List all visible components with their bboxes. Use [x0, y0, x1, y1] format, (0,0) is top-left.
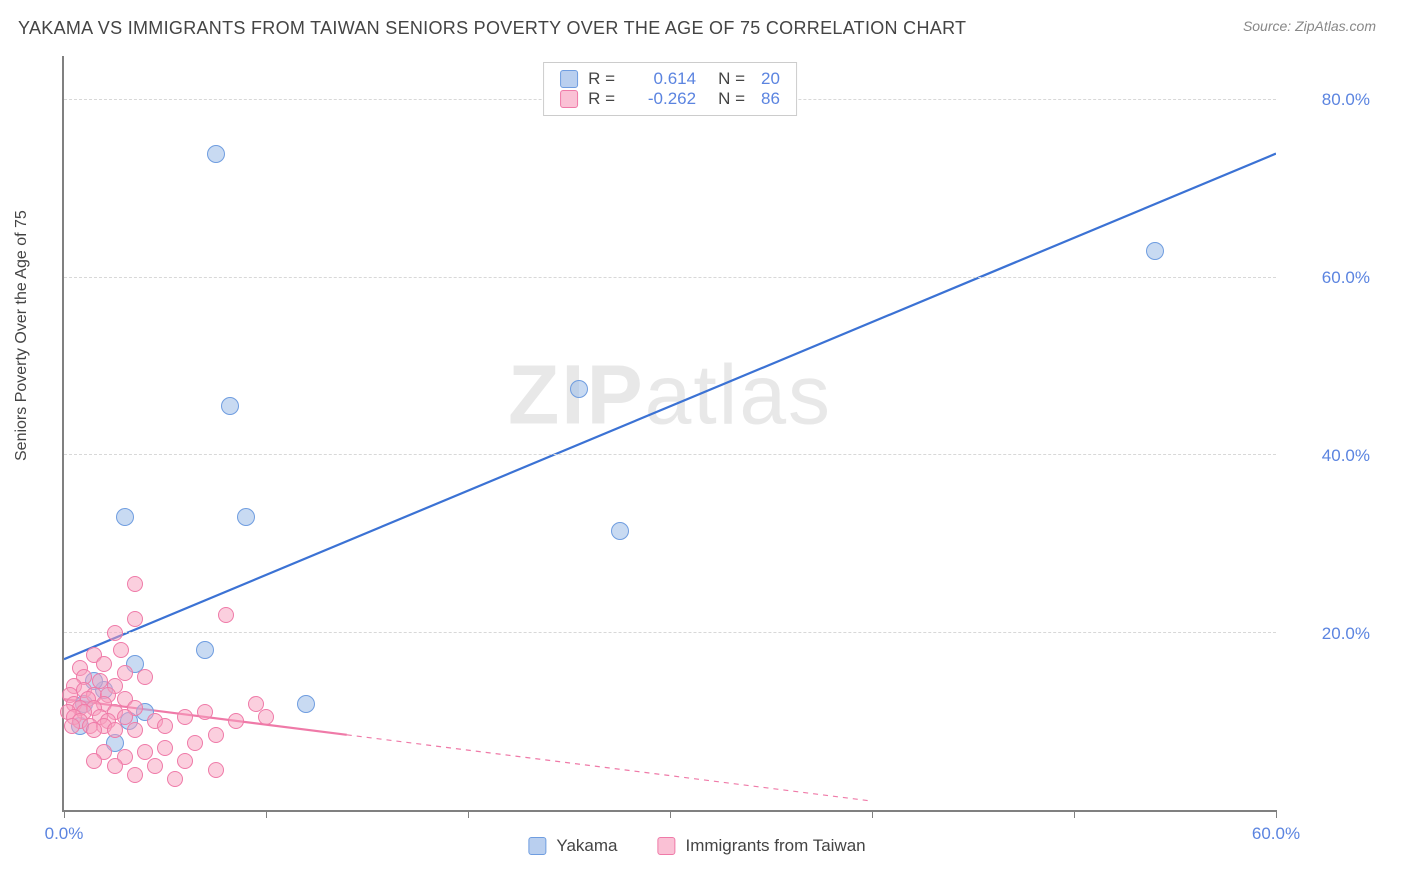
- point-taiwan: [228, 713, 244, 729]
- n-label: N =: [718, 89, 745, 109]
- plot-area: ZIPatlas R = 0.614 N = 20 R = -0.262 N =…: [62, 56, 1276, 812]
- r-value-yakama: 0.614: [632, 69, 696, 89]
- watermark: ZIPatlas: [508, 347, 832, 444]
- point-yakama: [196, 641, 214, 659]
- point-yakama: [207, 145, 225, 163]
- x-tick: [872, 810, 873, 818]
- y-axis-label: Seniors Poverty Over the Age of 75: [13, 210, 31, 461]
- x-tick-label: 0.0%: [45, 824, 84, 844]
- gridline: [64, 632, 1276, 633]
- point-taiwan: [218, 607, 234, 623]
- gridline: [64, 454, 1276, 455]
- swatch-blue-icon: [528, 837, 546, 855]
- point-yakama: [611, 522, 629, 540]
- x-tick-label: 60.0%: [1252, 824, 1300, 844]
- point-taiwan: [127, 767, 143, 783]
- r-label: R =: [588, 69, 622, 89]
- n-value-taiwan: 86: [761, 89, 780, 109]
- point-taiwan: [157, 718, 173, 734]
- x-tick: [468, 810, 469, 818]
- point-taiwan: [127, 722, 143, 738]
- legend-label-yakama: Yakama: [556, 836, 617, 856]
- point-yakama: [237, 508, 255, 526]
- x-tick: [266, 810, 267, 818]
- point-taiwan: [107, 625, 123, 641]
- x-tick: [64, 810, 65, 818]
- point-taiwan: [187, 735, 203, 751]
- point-taiwan: [117, 665, 133, 681]
- point-taiwan: [147, 758, 163, 774]
- point-taiwan: [64, 718, 80, 734]
- point-taiwan: [107, 758, 123, 774]
- point-taiwan: [157, 740, 173, 756]
- point-yakama: [221, 397, 239, 415]
- swatch-pink-icon: [560, 90, 578, 108]
- point-taiwan: [86, 722, 102, 738]
- swatch-blue-icon: [560, 70, 578, 88]
- point-yakama: [1146, 242, 1164, 260]
- point-taiwan: [107, 722, 123, 738]
- swatch-pink-icon: [657, 837, 675, 855]
- n-value-yakama: 20: [761, 69, 780, 89]
- point-taiwan: [86, 753, 102, 769]
- point-taiwan: [96, 656, 112, 672]
- y-axis-tick-labels: 20.0% 40.0% 60.0% 80.0%: [1284, 56, 1376, 812]
- point-taiwan: [177, 709, 193, 725]
- point-yakama: [116, 508, 134, 526]
- point-yakama: [297, 695, 315, 713]
- source-label: Source: ZipAtlas.com: [1243, 18, 1376, 34]
- point-taiwan: [127, 611, 143, 627]
- x-tick: [670, 810, 671, 818]
- point-taiwan: [177, 753, 193, 769]
- y-tick-label: 80.0%: [1322, 90, 1370, 110]
- series-legend: Yakama Immigrants from Taiwan: [528, 836, 865, 856]
- point-taiwan: [197, 704, 213, 720]
- legend-row-taiwan: R = -0.262 N = 86: [560, 89, 780, 109]
- x-tick: [1276, 810, 1277, 818]
- correlation-legend: R = 0.614 N = 20 R = -0.262 N = 86: [543, 62, 797, 116]
- x-tick: [1074, 810, 1075, 818]
- point-yakama: [570, 380, 588, 398]
- legend-item-taiwan: Immigrants from Taiwan: [657, 836, 865, 856]
- point-taiwan: [208, 727, 224, 743]
- point-taiwan: [258, 709, 274, 725]
- y-tick-label: 40.0%: [1322, 446, 1370, 466]
- y-tick-label: 60.0%: [1322, 268, 1370, 288]
- chart-title: YAKAMA VS IMMIGRANTS FROM TAIWAN SENIORS…: [18, 18, 966, 39]
- legend-item-yakama: Yakama: [528, 836, 617, 856]
- legend-row-yakama: R = 0.614 N = 20: [560, 69, 780, 89]
- gridline: [64, 277, 1276, 278]
- point-taiwan: [137, 669, 153, 685]
- r-value-taiwan: -0.262: [632, 89, 696, 109]
- point-taiwan: [127, 576, 143, 592]
- point-taiwan: [167, 771, 183, 787]
- n-label: N =: [718, 69, 745, 89]
- point-taiwan: [208, 762, 224, 778]
- y-tick-label: 20.0%: [1322, 624, 1370, 644]
- r-label: R =: [588, 89, 622, 109]
- chart-container: Seniors Poverty Over the Age of 75 ZIPat…: [18, 50, 1376, 872]
- legend-label-taiwan: Immigrants from Taiwan: [685, 836, 865, 856]
- point-taiwan: [113, 642, 129, 658]
